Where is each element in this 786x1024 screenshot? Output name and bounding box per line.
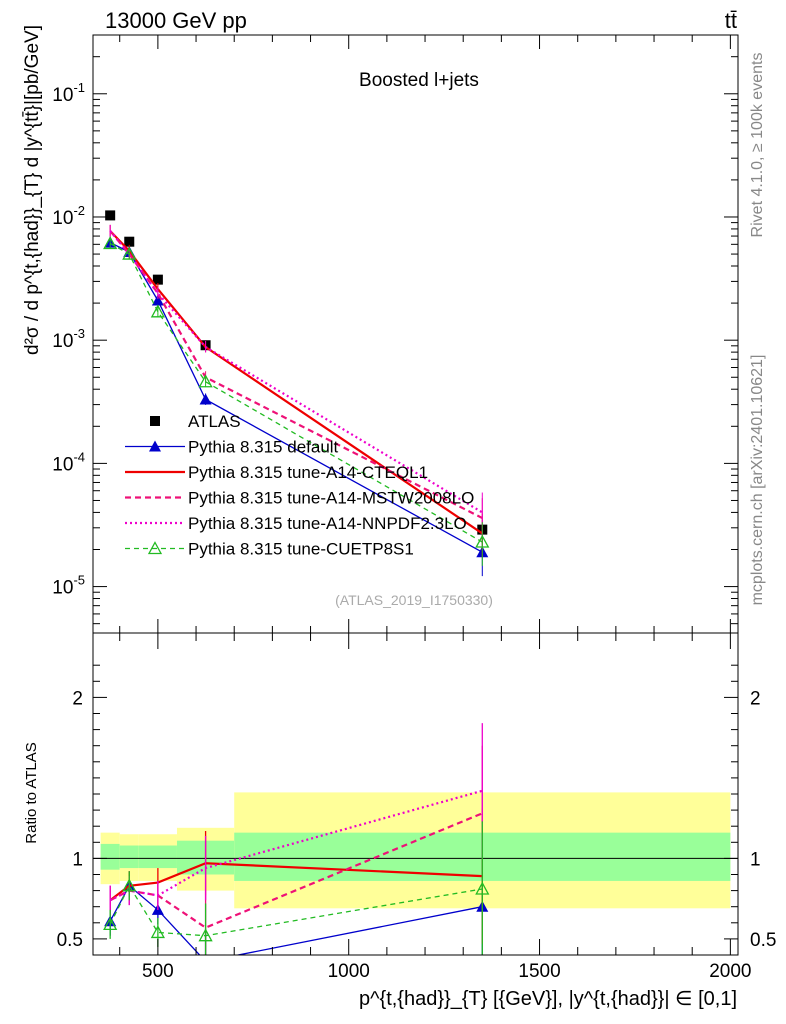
ratio-plot-area — [93, 723, 738, 966]
y-tick-label-main: 10-1 — [52, 80, 85, 106]
ratio-panel: 0.5 0.5 1 1 2 2 500 1000 1500 2000 — [57, 632, 776, 982]
data-point-CUETP8S1 — [122, 246, 137, 260]
ratio-y-axis-label: Ratio to ATLAS — [23, 742, 40, 843]
ratio-point-default — [200, 955, 212, 966]
y-tick-label-main: 10-3 — [52, 326, 85, 352]
data-point-CUETP8S1 — [150, 304, 165, 318]
data-point-ATLAS — [105, 210, 116, 221]
analysis-annotation: (ATLAS_2019_I1750330) — [335, 592, 493, 608]
ratio-point-CUETP8S1 — [198, 928, 213, 942]
x-tick-label: 500 — [142, 961, 174, 982]
y-tick-label-ratio-right: 0.5 — [750, 930, 776, 951]
y-tick-label-ratio-right: 1 — [750, 849, 761, 870]
rivet-version-label: Rivet 4.1.0, ≥ 100k events — [749, 53, 766, 238]
uncertainty-band-inner — [138, 845, 177, 869]
uncertainty-band-inner — [119, 845, 139, 869]
legend-marker-default — [149, 440, 161, 452]
data-point-CUETP8S1 — [198, 374, 213, 388]
y-tick-label-ratio: 2 — [72, 688, 83, 709]
energy-label: 13000 GeV pp — [105, 8, 247, 33]
ratio-point-CUETP8S1 — [475, 881, 490, 895]
y-tick-label-ratio-right: 2 — [750, 688, 761, 709]
x-axis-label: p^{t,{had}}_{T} [{GeV}], |y^{t,{had}}| ∈… — [359, 988, 737, 1010]
data-point-CUETP8S1 — [475, 534, 490, 548]
legend-marker-ATLAS — [150, 416, 160, 426]
legend-label-ATLAS: ATLAS — [188, 412, 241, 431]
main-title: Boosted l+jets — [359, 70, 479, 91]
x-tick-label: 1000 — [328, 961, 370, 982]
legend-label-NNPDF23LO: Pythia 8.315 tune-A14-NNPDF2.3LO — [188, 514, 467, 533]
ratio-point-CUETP8S1 — [150, 925, 165, 939]
legend-label-CUETP8S1: Pythia 8.315 tune-CUETP8S1 — [188, 540, 414, 559]
legend-label-MSTW2008LO: Pythia 8.315 tune-A14-MSTW2008LO — [188, 489, 474, 508]
ratio-point-CUETP8S1 — [103, 917, 118, 931]
uncertainty-band-inner — [100, 843, 120, 870]
mcplots-label: mcplots.cern.ch [arXiv:2401.10621] — [749, 355, 766, 606]
y-tick-label-main: 10-5 — [52, 573, 85, 599]
process-label: tt̄ — [725, 8, 737, 33]
legend-label-default: Pythia 8.315 default — [188, 438, 339, 457]
y-tick-label-ratio: 0.5 — [57, 930, 83, 951]
data-point-default — [151, 294, 164, 306]
data-point-default — [199, 393, 212, 405]
data-point-ATLAS — [124, 236, 135, 247]
legend: ATLAS Pythia 8.315 default Pythia 8.315 tu… — [125, 412, 474, 559]
y-tick-label-main: 10-4 — [52, 449, 85, 475]
y-tick-label-main: 10-2 — [52, 203, 85, 229]
main-panel: 10-1 10-2 10-3 10-4 10-5 — [52, 34, 739, 634]
data-point-CUETP8S1 — [103, 236, 118, 250]
legend-label-CTEQL1: Pythia 8.315 tune-A14-CTEQL1 — [188, 463, 428, 482]
data-point-ATLAS — [152, 274, 163, 285]
x-tick-label: 2000 — [709, 961, 751, 982]
ratio-point-CUETP8S1 — [122, 878, 137, 892]
y-tick-label-ratio: 1 — [72, 849, 83, 870]
main-y-axis-label: d²σ / d p^{t,{had}}_{T} d |y^{tt̄}|[pb/G… — [22, 25, 43, 355]
legend-marker-CUETP8S1 — [147, 541, 163, 555]
x-tick-label: 1500 — [518, 961, 560, 982]
ratio-line-CUETP8S1 — [109, 884, 483, 937]
main-plot-area — [103, 210, 490, 577]
